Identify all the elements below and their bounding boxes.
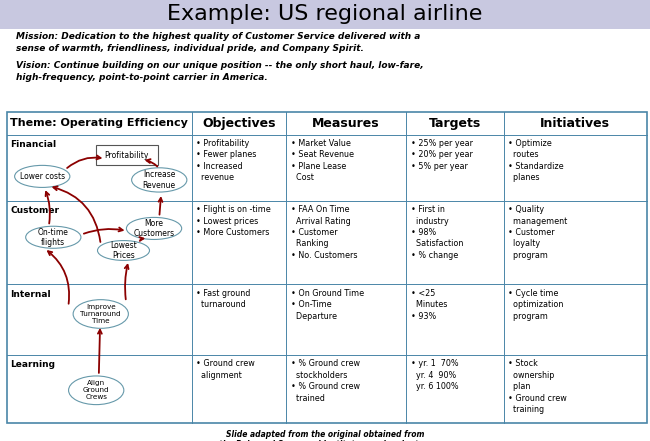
Text: • Flight is on -time
• Lowest prices
• More Customers: • Flight is on -time • Lowest prices • M…	[196, 205, 271, 237]
Text: On-time
flights: On-time flights	[38, 228, 69, 247]
Text: Measures: Measures	[312, 117, 380, 130]
Text: Learning: Learning	[10, 360, 55, 369]
Text: Customer: Customer	[10, 206, 59, 215]
FancyBboxPatch shape	[96, 145, 158, 165]
Text: Internal: Internal	[10, 290, 51, 299]
Ellipse shape	[14, 165, 70, 187]
Text: Financial: Financial	[10, 140, 57, 149]
Ellipse shape	[73, 300, 129, 328]
Text: Improve
Turnaround
Time: Improve Turnaround Time	[81, 304, 121, 324]
Text: • Ground crew
  alignment: • Ground crew alignment	[196, 359, 255, 380]
Text: Profitability: Profitability	[105, 151, 149, 160]
Text: • Quality
  management
• Customer
  loyalty
  program: • Quality management • Customer loyalty …	[508, 205, 567, 260]
Ellipse shape	[98, 240, 150, 260]
Ellipse shape	[25, 226, 81, 248]
Text: Lowest
Prices: Lowest Prices	[110, 241, 137, 260]
Text: • <25
  Minutes
• 93%: • <25 Minutes • 93%	[411, 289, 447, 321]
Text: • First in
  industry
• 98%
  Satisfaction
• % change: • First in industry • 98% Satisfaction •…	[411, 205, 463, 260]
Text: Theme: Operating Efficiency: Theme: Operating Efficiency	[10, 119, 188, 128]
Text: • % Ground crew
  stockholders
• % Ground crew
  trained: • % Ground crew stockholders • % Ground …	[291, 359, 359, 403]
Text: Lower costs: Lower costs	[20, 172, 65, 181]
Text: • Fast ground
  turnaround: • Fast ground turnaround	[196, 289, 251, 309]
Text: Initiatives: Initiatives	[540, 117, 610, 130]
Text: Mission: Dedication to the highest quality of Customer Service delivered with a
: Mission: Dedication to the highest quali…	[16, 32, 421, 52]
Text: Increase
Revenue: Increase Revenue	[143, 170, 176, 190]
Text: Vision: Continue building on our unique position -- the only short haul, low-far: Vision: Continue building on our unique …	[16, 61, 424, 82]
Text: Slide adapted from the original obtained from
the Balanced Scorecard Institute _: Slide adapted from the original obtained…	[218, 430, 432, 441]
Text: • Cycle time
  optimization
  program: • Cycle time optimization program	[508, 289, 564, 321]
Text: • FAA On Time
  Arrival Rating
• Customer
  Ranking
• No. Customers: • FAA On Time Arrival Rating • Customer …	[291, 205, 357, 260]
Text: • On Ground Time
• On-Time
  Departure: • On Ground Time • On-Time Departure	[291, 289, 364, 321]
Text: More
Customers: More Customers	[133, 219, 175, 238]
Text: • 25% per year
• 20% per year
• 5% per year: • 25% per year • 20% per year • 5% per y…	[411, 139, 473, 171]
Ellipse shape	[68, 376, 124, 405]
FancyBboxPatch shape	[0, 0, 650, 29]
Text: Objectives: Objectives	[202, 117, 276, 130]
Text: Targets: Targets	[429, 117, 481, 130]
Text: • Market Value
• Seat Revenue
• Plane Lease
  Cost: • Market Value • Seat Revenue • Plane Le…	[291, 139, 354, 182]
Text: • Optimize
  routes
• Standardize
  planes: • Optimize routes • Standardize planes	[508, 139, 564, 182]
Text: • yr. 1  70%
  yr. 4  90%
  yr. 6 100%: • yr. 1 70% yr. 4 90% yr. 6 100%	[411, 359, 458, 391]
Text: • Profitability
• Fewer planes
• Increased
  revenue: • Profitability • Fewer planes • Increas…	[196, 139, 257, 182]
Text: Example: US regional airline: Example: US regional airline	[167, 4, 483, 24]
Ellipse shape	[126, 217, 181, 239]
Ellipse shape	[131, 168, 187, 192]
Text: Align
Ground
Crews: Align Ground Crews	[83, 380, 109, 400]
Text: • Stock
  ownership
  plan
• Ground crew
  training: • Stock ownership plan • Ground crew tra…	[508, 359, 567, 414]
